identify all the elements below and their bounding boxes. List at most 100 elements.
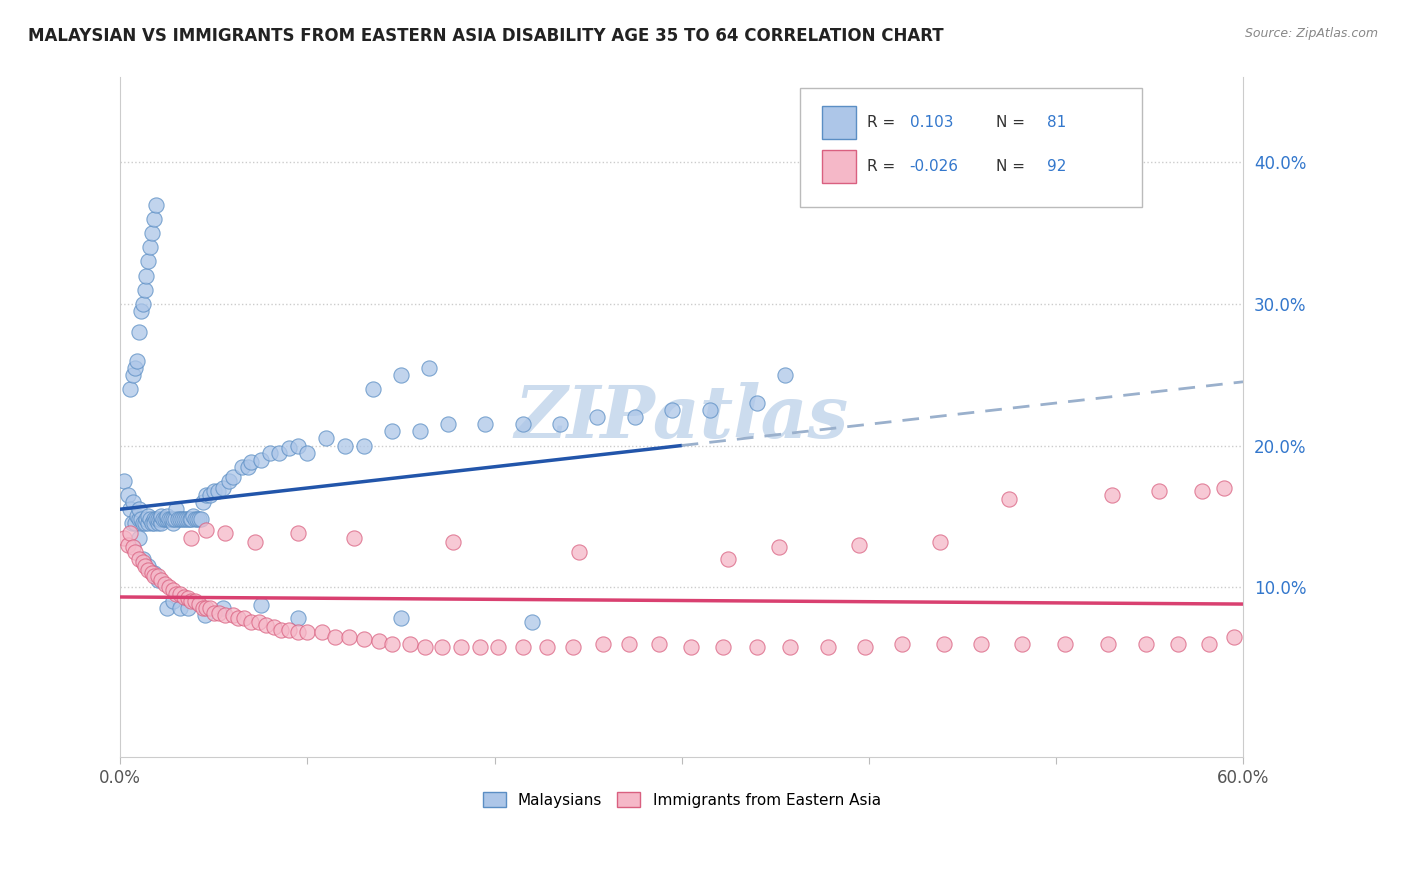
- Point: [127, 353, 149, 368]
- Point: [132, 555, 155, 569]
- Point: [143, 566, 166, 580]
- Point: [699, 403, 721, 417]
- Point: [1101, 488, 1123, 502]
- Point: [277, 442, 299, 456]
- Point: [202, 606, 225, 620]
- Point: [146, 573, 169, 587]
- Point: [409, 425, 432, 439]
- Point: [146, 568, 169, 582]
- Point: [132, 297, 155, 311]
- Point: [156, 509, 179, 524]
- Text: ZIPatlas: ZIPatlas: [515, 382, 849, 453]
- Point: [259, 445, 281, 459]
- Point: [520, 615, 543, 630]
- Point: [240, 455, 263, 469]
- Point: [287, 438, 309, 452]
- Point: [399, 637, 422, 651]
- Point: [180, 594, 202, 608]
- Point: [998, 492, 1021, 507]
- Point: [1213, 481, 1236, 495]
- Point: [117, 538, 139, 552]
- Point: [156, 601, 179, 615]
- Point: [162, 516, 184, 531]
- Point: [139, 240, 162, 254]
- Point: [207, 483, 229, 498]
- Point: [155, 577, 177, 591]
- FancyBboxPatch shape: [823, 106, 856, 138]
- Point: [157, 512, 180, 526]
- Point: [247, 615, 270, 630]
- Point: [191, 601, 214, 615]
- Point: [152, 512, 174, 526]
- Point: [117, 488, 139, 502]
- Point: [167, 512, 190, 526]
- Text: N =: N =: [995, 115, 1031, 130]
- Point: [132, 516, 155, 531]
- Point: [180, 531, 202, 545]
- Point: [287, 611, 309, 625]
- Point: [124, 516, 146, 531]
- Point: [145, 198, 167, 212]
- Point: [648, 637, 671, 651]
- Point: [562, 640, 585, 654]
- Point: [287, 625, 309, 640]
- Point: [174, 512, 197, 526]
- Point: [129, 512, 152, 526]
- Point: [141, 226, 163, 240]
- Point: [297, 625, 319, 640]
- Point: [122, 541, 145, 555]
- Point: [212, 481, 235, 495]
- Point: [146, 512, 169, 526]
- Point: [149, 512, 172, 526]
- Point: [184, 594, 207, 608]
- Point: [468, 640, 491, 654]
- Point: [162, 594, 184, 608]
- Point: [176, 601, 198, 615]
- Point: [277, 623, 299, 637]
- Point: [195, 601, 218, 615]
- Point: [243, 534, 266, 549]
- Point: [221, 469, 243, 483]
- Point: [170, 512, 193, 526]
- Point: [187, 512, 209, 526]
- Text: R =: R =: [868, 159, 900, 174]
- Point: [745, 396, 768, 410]
- Point: [249, 452, 271, 467]
- Point: [173, 590, 195, 604]
- Point: [135, 268, 157, 283]
- Point: [848, 538, 870, 552]
- Point: [141, 516, 163, 531]
- Point: [162, 512, 184, 526]
- Point: [128, 531, 150, 545]
- Text: N =: N =: [995, 159, 1031, 174]
- Point: [269, 445, 291, 459]
- Point: [121, 516, 143, 531]
- Point: [187, 597, 209, 611]
- Point: [486, 640, 509, 654]
- Text: Source: ZipAtlas.com: Source: ZipAtlas.com: [1244, 27, 1378, 40]
- Point: [353, 438, 375, 452]
- Point: [226, 611, 249, 625]
- Point: [198, 488, 221, 502]
- Point: [138, 563, 160, 577]
- Point: [150, 509, 173, 524]
- Point: [145, 512, 167, 526]
- Point: [717, 551, 740, 566]
- Point: [212, 601, 235, 615]
- Point: [263, 620, 285, 634]
- Point: [193, 608, 215, 623]
- Point: [138, 254, 160, 268]
- Point: [1147, 483, 1170, 498]
- Point: [367, 633, 389, 648]
- Point: [143, 512, 166, 526]
- Point: [138, 516, 160, 531]
- Point: [1222, 630, 1244, 644]
- Point: [112, 531, 135, 545]
- Point: [1054, 637, 1077, 651]
- Point: [150, 516, 173, 531]
- Point: [122, 368, 145, 382]
- Point: [186, 512, 208, 526]
- Point: [169, 601, 191, 615]
- Point: [1097, 637, 1119, 651]
- Point: [333, 438, 356, 452]
